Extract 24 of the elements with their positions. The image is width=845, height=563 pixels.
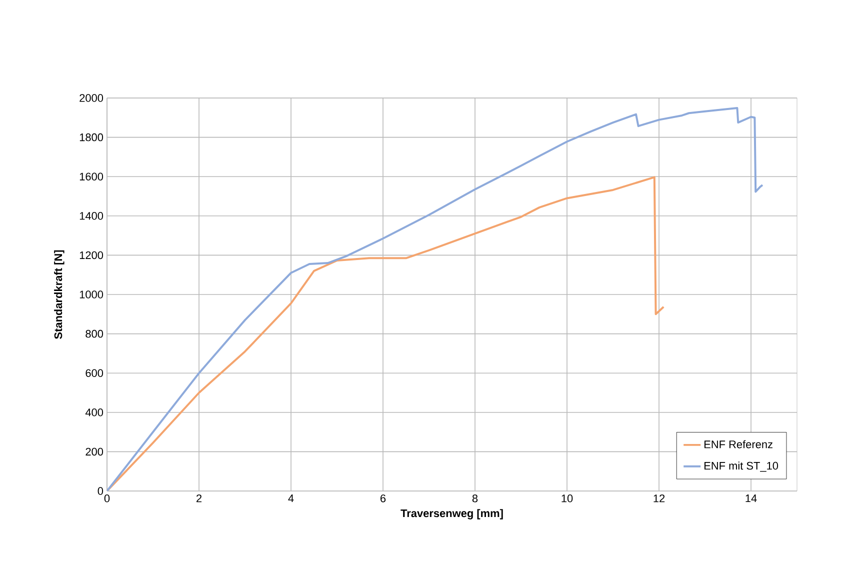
y-tick-label: 1600 (80, 172, 104, 180)
y-tick-label: 2000 (80, 94, 104, 102)
x-axis-title: Traversenweg [mm] (400, 509, 503, 520)
y-tick-label: 1000 (80, 290, 104, 298)
x-tick-label: 10 (562, 494, 573, 502)
line-series (107, 176, 665, 491)
x-tick-label: 14 (746, 494, 757, 502)
x-tick-label: 4 (288, 494, 294, 502)
y-tick-label: 600 (86, 369, 104, 377)
x-tick-label: 8 (472, 494, 478, 502)
legend-label: ENF Referenz (704, 440, 772, 448)
y-axis-title: Standardkraft [N] (54, 250, 64, 339)
x-tick-label: 2 (196, 494, 202, 502)
y-tick-label: 0 (98, 487, 104, 495)
x-tick-label: 6 (380, 494, 386, 502)
y-tick-label: 1800 (80, 133, 104, 142)
legend-label: ENF mit ST_10 (704, 462, 778, 472)
y-tick-label: 400 (85, 408, 104, 416)
x-tick-label: 0 (104, 494, 110, 502)
y-tick-label: 1400 (80, 212, 104, 220)
x-tick-label: 12 (654, 494, 665, 502)
y-tick-label: 800 (86, 330, 104, 338)
y-tick-label: 200 (86, 448, 104, 456)
y-tick-label: 1200 (80, 251, 104, 260)
